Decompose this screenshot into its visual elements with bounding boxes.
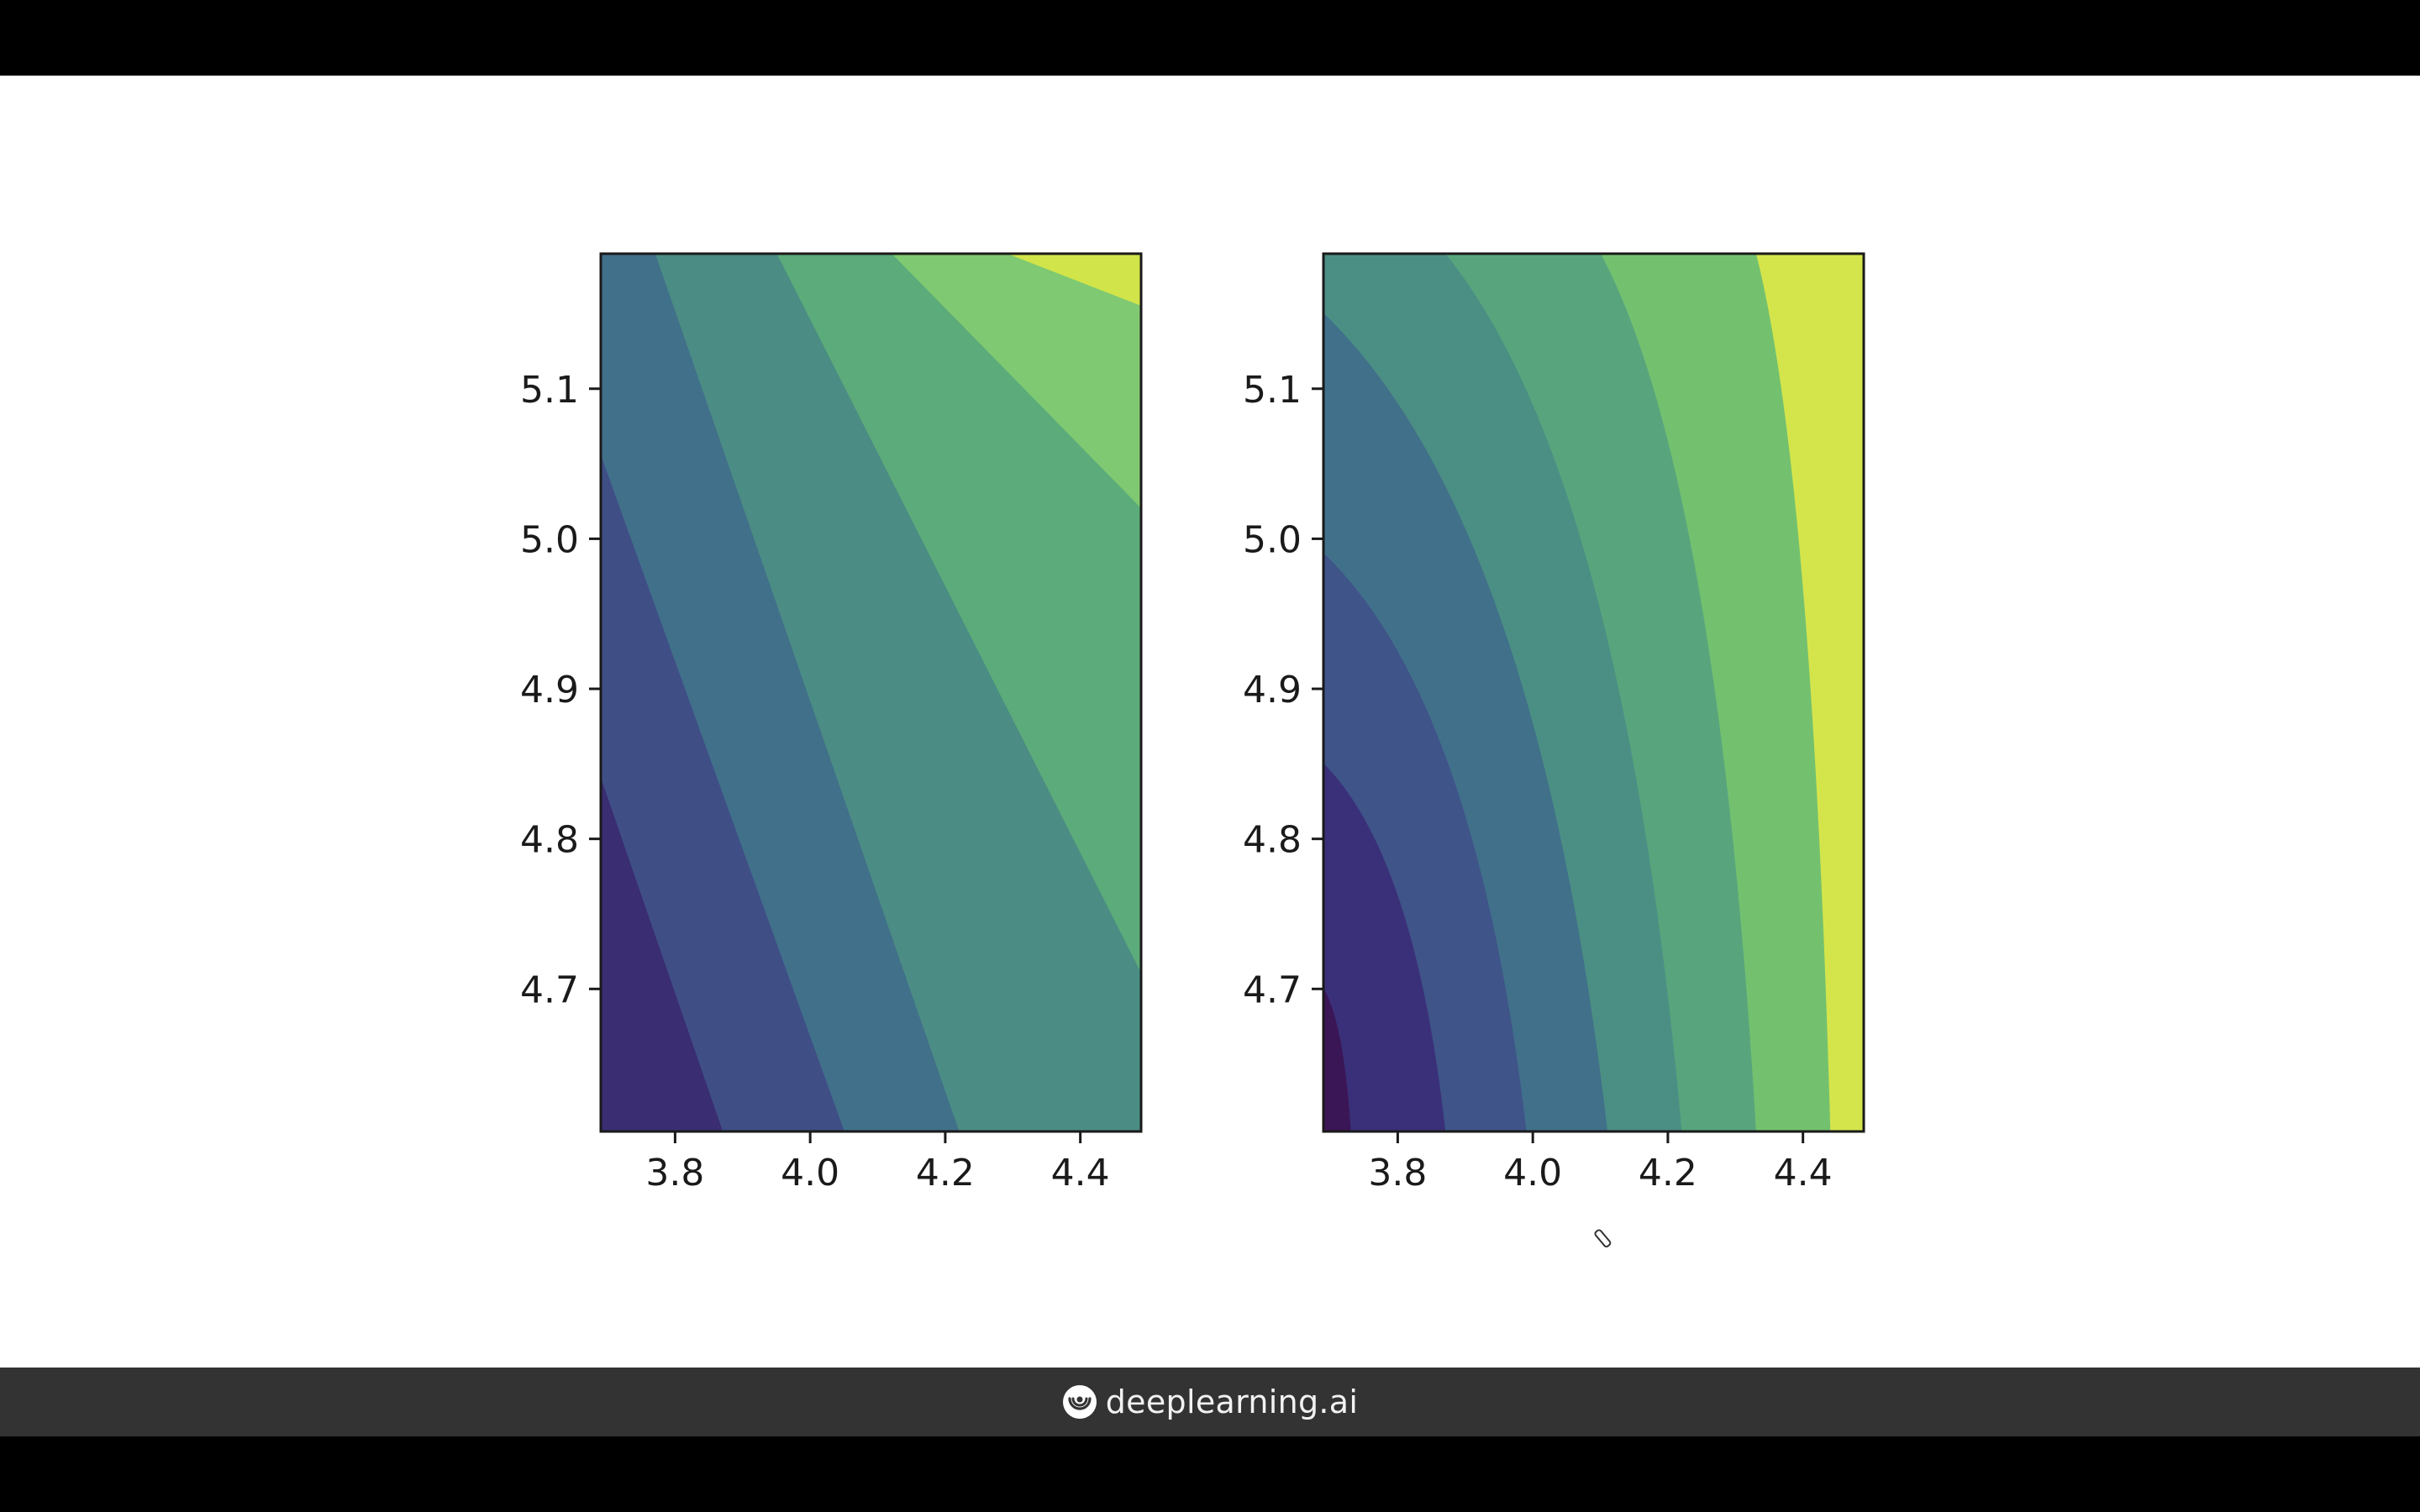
contour-figure: 3.8 4.0 4.2 4.4 4.7 4.8 4.9 5.0 5.1 3.8 4.0 4.2 4.4 4…: [520, 252, 1865, 1248]
y-tick-label: 5.0: [520, 518, 579, 561]
x-tick-label: 4.0: [1503, 1152, 1562, 1194]
axes-frame: [599, 252, 1143, 1133]
y-tick-label: 4.8: [1243, 819, 1302, 862]
x-tick-label: 4.2: [1639, 1152, 1697, 1194]
brand[interactable]: deeplearning.ai: [1062, 1383, 1358, 1420]
y-tick-label: 4.8: [520, 819, 579, 862]
y-tick-label: 4.7: [520, 969, 579, 1011]
brand-name: deeplearning.ai: [1105, 1383, 1359, 1420]
contour-panel-2: [1323, 254, 1864, 1131]
axes-frame: [1322, 252, 1865, 1133]
contour-panel-1: [601, 254, 1141, 1131]
y-tick-label: 5.1: [520, 369, 579, 412]
y-tick-label: 5.0: [1243, 518, 1302, 561]
contour-band: [601, 778, 723, 1131]
x-tick-label: 4.0: [781, 1152, 839, 1194]
x-tick-label: 4.4: [1051, 1152, 1110, 1194]
contour-band: [1323, 763, 1446, 1131]
x-tick-label: 4.4: [1774, 1152, 1833, 1194]
footer-bar: deeplearning.ai: [0, 1368, 2420, 1436]
y-tick-label: 4.9: [520, 669, 579, 711]
x-tick-label: 4.2: [916, 1152, 975, 1194]
y-tick-label: 5.1: [1243, 369, 1302, 412]
letterbox-bottom: [0, 1436, 2420, 1512]
x-tick-label: 3.8: [1368, 1152, 1427, 1194]
x-tick-label: 3.8: [645, 1152, 704, 1194]
deeplearning-logo-icon: [1062, 1385, 1097, 1419]
y-tick-label: 4.7: [1243, 969, 1302, 1011]
pen-cursor-icon: [1594, 1229, 1612, 1248]
y-tick-label: 4.9: [1243, 669, 1302, 711]
slide: 3.8 4.0 4.2 4.4 4.7 4.8 4.9 5.0 5.1 3.8 4.0 4.2 4.4 4…: [0, 76, 2420, 1368]
